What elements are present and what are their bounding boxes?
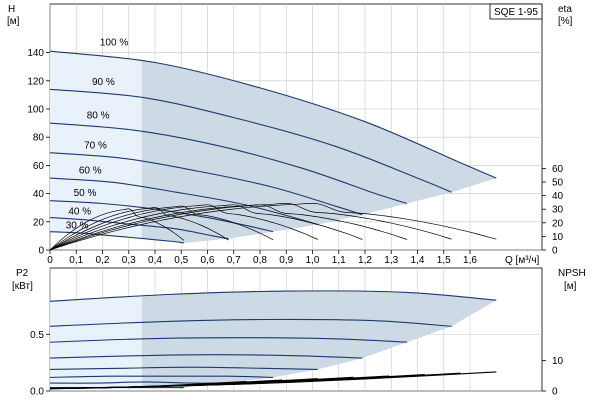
flow-tick-label: 0 bbox=[47, 255, 53, 266]
speed-label: 30 % bbox=[66, 221, 89, 232]
efficiency-curve bbox=[49, 204, 408, 251]
power-ticks: 0.0 0.5 0 10 bbox=[30, 330, 563, 398]
flow-tick-label: 0,1 bbox=[69, 255, 83, 266]
efficiency-curve bbox=[49, 202, 497, 251]
eta-tick-label: 60 bbox=[552, 164, 564, 175]
head-curve bbox=[49, 177, 318, 226]
power-operating-area bbox=[50, 290, 497, 388]
flow-tick-label: 1,3 bbox=[384, 255, 398, 266]
head-curve bbox=[49, 217, 229, 240]
head-curve bbox=[49, 200, 274, 233]
speed-label: 100 % bbox=[100, 37, 128, 48]
light-band-fill bbox=[50, 51, 142, 239]
model-label: SQE 1-95 bbox=[494, 7, 538, 18]
eta-tick-label: 10 bbox=[552, 232, 564, 243]
power-curve bbox=[49, 354, 363, 359]
head-tick-label: 120 bbox=[27, 76, 44, 87]
npsh-axis-label: NPSH bbox=[558, 268, 586, 279]
npsh-curve bbox=[49, 371, 497, 390]
speed-label: 80 % bbox=[87, 111, 110, 122]
power-curve bbox=[49, 337, 408, 343]
head-curve bbox=[49, 122, 408, 205]
head-tick-label: 0 bbox=[38, 246, 44, 257]
speed-label: 50 % bbox=[74, 188, 97, 199]
operating-area-fill bbox=[50, 51, 497, 243]
power-npsh-panel: 0.0 0.5 0 10 P2 [кВт] NPSH [м] bbox=[12, 267, 586, 398]
power-curve bbox=[49, 366, 318, 370]
speed-label: 60 % bbox=[79, 166, 102, 177]
flow-tick-label: 0,5 bbox=[174, 255, 188, 266]
head-ticks: 0 0,1 0,2 0,3 0,4 0,5 0,6 0,7 0,8 0,9 1,0 1,1 1,2 1,3… bbox=[27, 48, 563, 266]
efficiency-curve bbox=[49, 204, 363, 251]
flow-tick-label: 1,5 bbox=[437, 255, 451, 266]
head-curves: 100 % 90 % 80 % 70 % 60 % 50 % 40 % 30 % bbox=[49, 37, 497, 244]
power-light-fill bbox=[50, 295, 142, 388]
npsh-tick-label: 0 bbox=[552, 387, 558, 398]
power-curve bbox=[49, 318, 452, 327]
flow-tick-label: 0,8 bbox=[253, 255, 267, 266]
efficiency-curve bbox=[49, 207, 229, 251]
flow-tick-label: 0,7 bbox=[227, 255, 241, 266]
head-tick-label: 40 bbox=[33, 189, 45, 200]
npsh-axis-unit: [м] bbox=[564, 281, 577, 292]
flow-tick-label: 1,1 bbox=[332, 255, 346, 266]
head-tick-label: 100 bbox=[27, 105, 44, 116]
flow-tick-label: 1,4 bbox=[411, 255, 425, 266]
head-curve bbox=[49, 152, 363, 216]
power-tick-label: 0.5 bbox=[30, 330, 44, 341]
power-tick-label: 0.0 bbox=[30, 387, 44, 398]
npsh-tick-label: 10 bbox=[552, 356, 564, 367]
head-curve bbox=[49, 231, 184, 244]
head-axis-label: H bbox=[8, 4, 15, 15]
npsh-line bbox=[49, 380, 247, 390]
eta-axis-unit: [%] bbox=[558, 16, 573, 27]
power-axis-label: P2 bbox=[16, 268, 29, 279]
flow-tick-label: 1,6 bbox=[463, 255, 477, 266]
efficiency-curve bbox=[49, 208, 185, 251]
head-tick-label: 80 bbox=[33, 133, 45, 144]
speed-label: 90 % bbox=[92, 77, 115, 88]
power-curve bbox=[49, 381, 229, 384]
head-axis-unit: [м] bbox=[7, 16, 20, 27]
head-efficiency-panel: 100 % 90 % 80 % 70 % 60 % 50 % 40 % 30 % 0 0,1 0,… bbox=[7, 3, 573, 266]
head-curve bbox=[49, 88, 452, 193]
head-tick-label: 60 bbox=[33, 161, 45, 172]
efficiency-curves bbox=[49, 202, 497, 251]
power-axis-unit: [кВт] bbox=[12, 281, 33, 292]
efficiency-curve bbox=[49, 205, 274, 251]
flow-axis-label: Q [м³/ч] bbox=[505, 255, 540, 266]
eta-tick-label: 30 bbox=[552, 205, 564, 216]
power-curves bbox=[49, 290, 497, 389]
flow-tick-label: 0,4 bbox=[148, 255, 162, 266]
head-tick-label: 20 bbox=[33, 217, 45, 228]
eta-tick-label: 0 bbox=[552, 246, 558, 257]
power-area-fill bbox=[50, 290, 497, 388]
head-curve bbox=[49, 50, 497, 179]
eta-tick-label: 40 bbox=[552, 191, 564, 202]
flow-tick-label: 0,6 bbox=[201, 255, 215, 266]
flow-tick-label: 0,2 bbox=[96, 255, 110, 266]
speed-label: 40 % bbox=[68, 207, 91, 218]
model-label-box bbox=[489, 3, 543, 20]
eta-tick-label: 20 bbox=[552, 218, 564, 229]
power-curve bbox=[49, 290, 497, 302]
eta-axis-label: eta bbox=[558, 4, 572, 15]
flow-tick-label: 1,2 bbox=[358, 255, 372, 266]
flow-tick-label: 0,3 bbox=[122, 255, 136, 266]
speed-label: 70 % bbox=[84, 140, 107, 151]
head-tick-label: 140 bbox=[27, 48, 44, 59]
head-operating-area bbox=[50, 51, 497, 243]
flow-tick-label: 1,0 bbox=[306, 255, 320, 266]
eta-tick-label: 50 bbox=[552, 178, 564, 189]
power-curve bbox=[49, 375, 274, 378]
flow-tick-label: 0,9 bbox=[279, 255, 293, 266]
